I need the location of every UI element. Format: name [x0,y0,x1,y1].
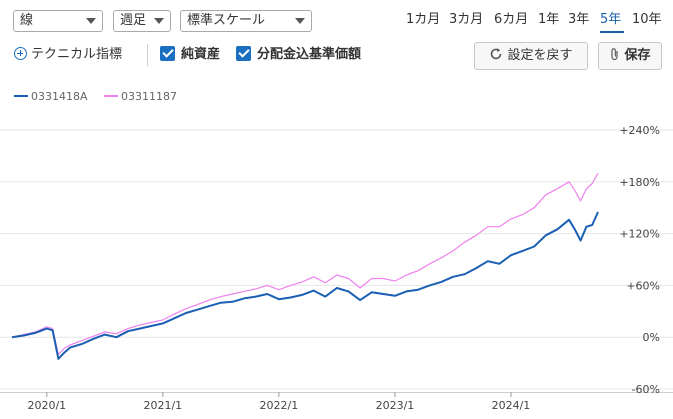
range-6m[interactable]: 6カ月 [494,12,529,27]
x-tick-label: 2023/1 [376,399,415,412]
y-tick-label: +240% [619,124,660,137]
range-5y[interactable]: 5年 [600,12,622,27]
reset-settings-button[interactable]: 設定を戻す [474,42,588,70]
x-tick-label: 2021/1 [143,399,182,412]
legend-swatch-series-1 [14,95,28,97]
scale-select[interactable]: 標準スケール [180,10,312,32]
save-button[interactable]: 保存 [598,42,662,70]
range-1m[interactable]: 1カ月 [406,12,441,27]
interval-value: 週足 [120,13,147,28]
series-line-2 [11,172,599,356]
legend-item-series-2: 03311187 [104,90,177,104]
y-tick-label: -60% [632,383,660,396]
chevron-down-icon [295,18,305,24]
chevron-down-icon [154,18,164,24]
nav-checkbox[interactable]: 分配金込基準価額 [236,46,361,64]
chart-type-value: 線 [20,13,34,28]
refresh-icon [491,48,502,60]
paperclip-icon [611,48,619,61]
checkbox-checked-icon [236,46,251,61]
legend-label-series-2: 03311187 [121,90,177,103]
legend-item-series-1: 0331418A [14,90,88,104]
y-tick-label: 0% [643,331,660,344]
reset-settings-label: 設定を戻す [507,48,573,63]
chart-series [11,172,599,360]
scale-value: 標準スケール [187,13,266,28]
y-tick-label: +60% [626,279,660,292]
divider [147,44,148,66]
range-10y[interactable]: 10年 [632,12,662,27]
x-tick-label: 2022/1 [260,399,299,412]
legend-label-series-1: 0331418A [31,90,88,103]
active-range-indicator [600,31,624,33]
x-tick-label: 2024/1 [492,399,531,412]
checkbox-checked-icon [160,46,175,61]
nav-label: 分配金込基準価額 [257,47,362,62]
legend-swatch-series-2 [104,95,118,97]
range-3y[interactable]: 3年 [568,12,590,27]
x-tick-label: 2020/1 [27,399,66,412]
series-line-1 [11,211,599,360]
range-3m[interactable]: 3カ月 [449,12,484,27]
save-label: 保存 [624,48,651,63]
chart-grid [0,129,673,393]
range-1y[interactable]: 1年 [538,12,560,27]
plus-circle-icon [14,47,27,60]
x-axis: 2020/1 2021/1 2022/1 2023/1 2024/1 [27,392,530,412]
y-tick-label: +120% [619,228,660,241]
chevron-down-icon [86,18,96,24]
interval-select[interactable]: 週足 [113,10,171,32]
net-assets-checkbox[interactable]: 純資産 [160,46,220,64]
technical-indicator-label: テクニカル指標 [31,47,123,62]
chart-type-select[interactable]: 線 [13,10,103,32]
y-axis: +240% +180% +120% +60% 0% -60% [619,124,660,396]
technical-indicator-button[interactable]: テクニカル指標 [14,46,122,64]
y-tick-label: +180% [619,176,660,189]
net-assets-label: 純資産 [181,47,221,62]
